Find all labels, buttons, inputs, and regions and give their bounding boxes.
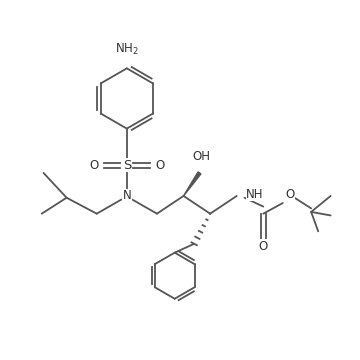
- Text: O: O: [155, 159, 165, 172]
- Text: NH$_2$: NH$_2$: [115, 42, 139, 57]
- Text: O: O: [259, 240, 268, 253]
- Text: N: N: [122, 189, 131, 202]
- Polygon shape: [184, 172, 201, 196]
- Text: O: O: [285, 188, 294, 201]
- Text: O: O: [89, 159, 99, 172]
- Text: S: S: [123, 159, 131, 172]
- Text: OH: OH: [192, 150, 210, 163]
- Text: NH: NH: [246, 188, 264, 201]
